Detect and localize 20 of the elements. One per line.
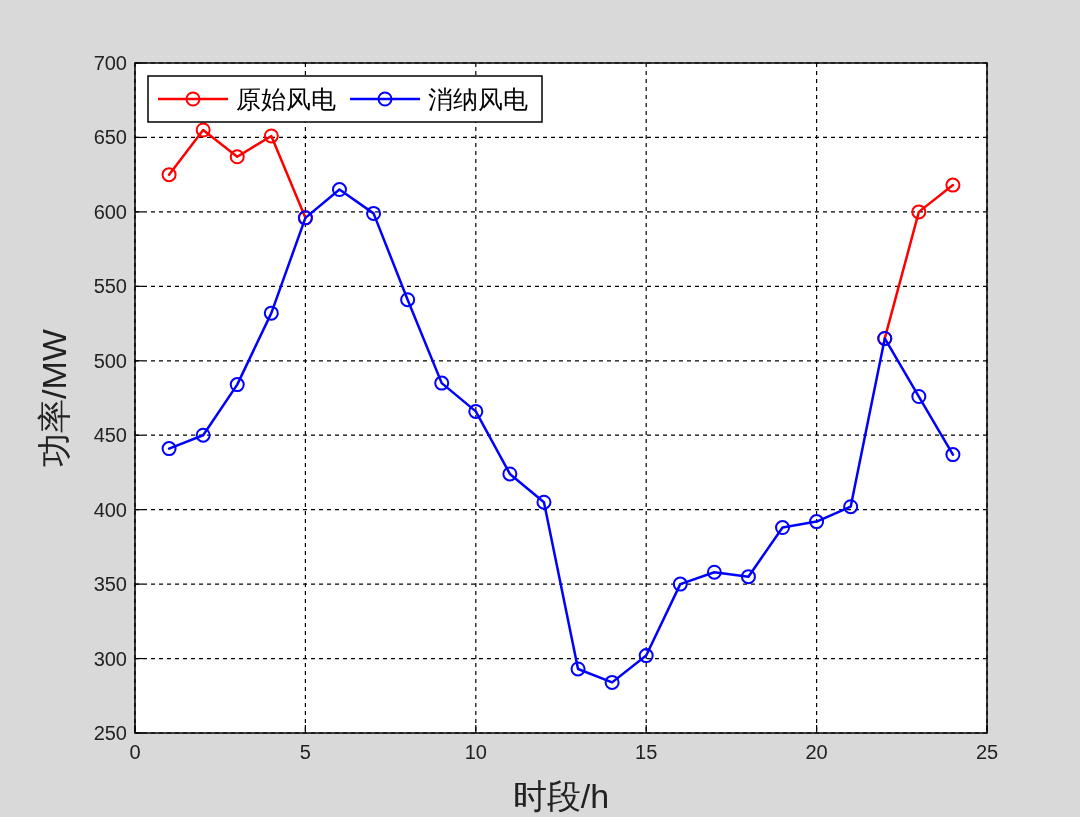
legend-label: 原始风电 [236, 85, 336, 113]
x-tick-label: 10 [464, 741, 487, 763]
y-tick-label: 550 [93, 275, 127, 298]
y-tick-label: 300 [93, 647, 127, 670]
legend-label: 消纳风电 [428, 85, 528, 113]
y-tick-label: 650 [93, 126, 127, 149]
y-tick-label: 500 [93, 349, 127, 372]
x-tick-label: 15 [635, 741, 658, 763]
y-axis-title: 功率/MW [35, 329, 73, 467]
y-tick-label: 350 [93, 573, 127, 596]
x-tick-label: 5 [299, 741, 311, 763]
y-tick-label: 450 [93, 424, 127, 447]
x-axis-title: 时段/h [512, 777, 610, 815]
y-tick-label: 700 [93, 52, 127, 74]
y-tick-label: 400 [93, 498, 127, 521]
x-tick-label: 25 [975, 741, 999, 763]
y-tick-label: 600 [93, 200, 127, 223]
x-tick-label: 0 [129, 741, 141, 763]
x-tick-label: 20 [805, 741, 828, 763]
y-tick-label: 250 [93, 722, 127, 744]
